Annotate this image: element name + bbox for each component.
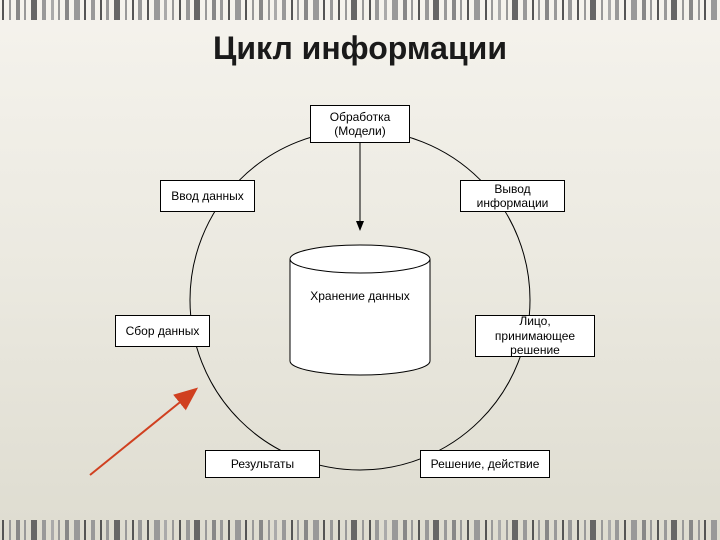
storage-cylinder: Хранение данных: [290, 245, 430, 375]
decorative-barcode-top: [0, 0, 720, 20]
node-output: Вывод информации: [460, 180, 565, 212]
node-collect: Сбор данных: [115, 315, 210, 347]
node-action: Решение, действие: [420, 450, 550, 478]
pointer-arrow-red: [90, 390, 195, 475]
page-title: Цикл информации: [0, 30, 720, 67]
node-decision: Лицо, принимающее решение: [475, 315, 595, 357]
node-results: Результаты: [205, 450, 320, 478]
node-input: Ввод данных: [160, 180, 255, 212]
decorative-barcode-bottom: [0, 520, 720, 540]
node-processing: Обработка (Модели): [310, 105, 410, 143]
storage-label: Хранение данных: [290, 289, 430, 303]
cycle-diagram: Хранение данных Обработка (Модели) Ввод …: [80, 80, 640, 510]
